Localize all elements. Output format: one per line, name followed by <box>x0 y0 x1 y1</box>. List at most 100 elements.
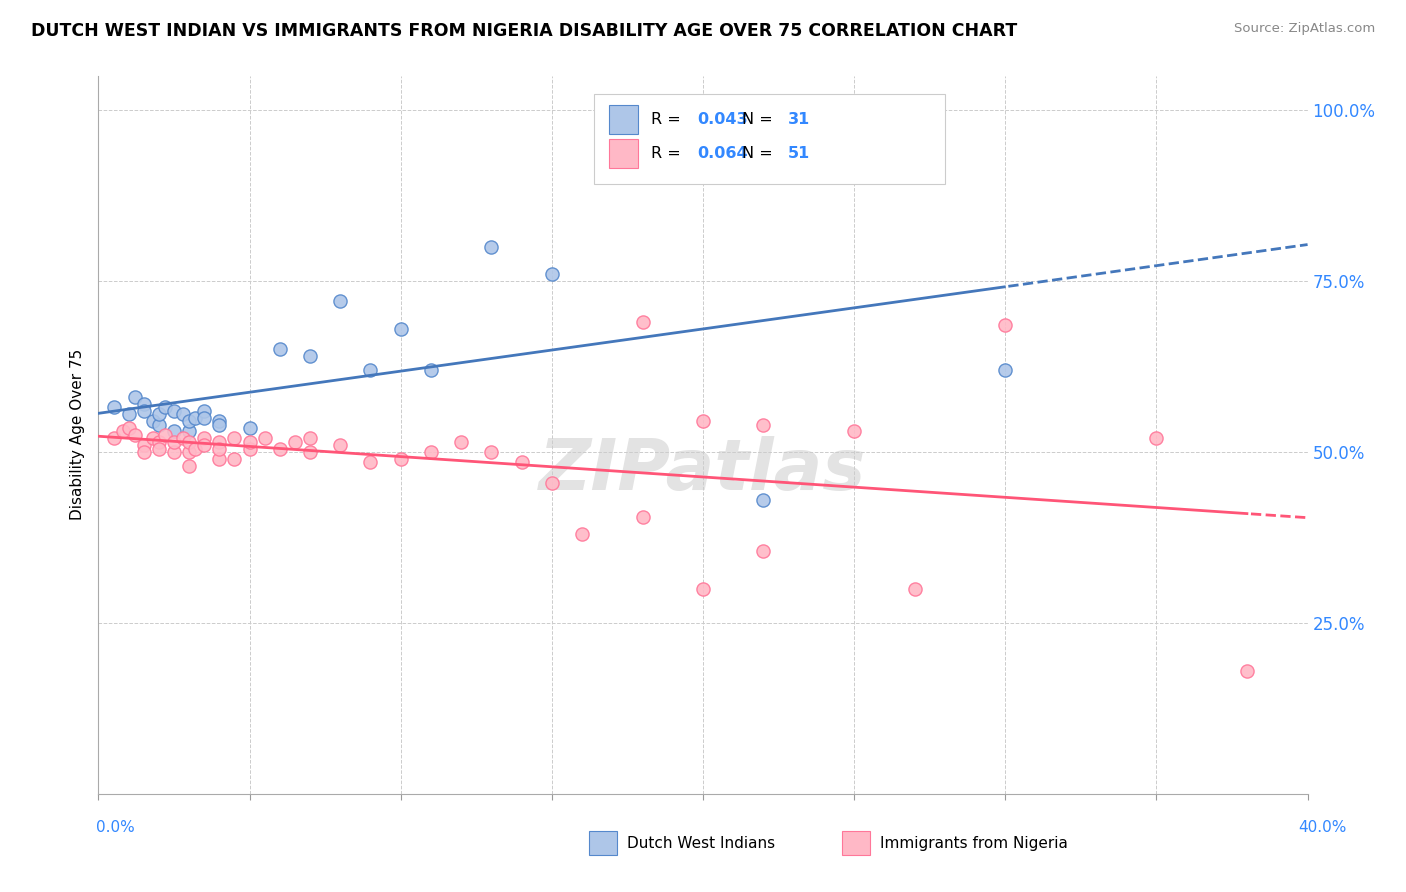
Point <box>239 442 262 456</box>
Point <box>692 414 714 428</box>
Point <box>132 445 155 459</box>
Point <box>994 363 1017 377</box>
Point <box>148 417 170 432</box>
Point <box>172 431 194 445</box>
Point <box>269 442 291 456</box>
Point <box>111 425 134 439</box>
Point <box>103 401 125 415</box>
Point <box>510 455 533 469</box>
Point <box>103 431 125 445</box>
Point <box>153 401 176 415</box>
Text: ZIPatlas: ZIPatlas <box>540 436 866 505</box>
Point <box>142 431 165 445</box>
Text: 0.064: 0.064 <box>697 146 748 161</box>
Point <box>163 445 186 459</box>
Point <box>148 407 170 421</box>
Point <box>299 349 322 363</box>
Point <box>208 414 231 428</box>
Point <box>692 582 714 596</box>
Point <box>179 414 201 428</box>
Point <box>1236 664 1258 678</box>
Point <box>329 438 352 452</box>
Point <box>179 425 201 439</box>
Text: R =: R = <box>651 146 681 161</box>
Point <box>163 404 186 418</box>
Point <box>184 410 207 425</box>
Point <box>284 434 307 449</box>
Point <box>142 414 165 428</box>
Point <box>631 510 654 524</box>
Point <box>481 240 503 254</box>
Point <box>208 442 231 456</box>
Point <box>389 322 412 336</box>
Point <box>132 397 155 411</box>
Text: R =: R = <box>651 112 681 128</box>
Point <box>208 451 231 466</box>
Point <box>752 544 775 558</box>
Point <box>571 527 593 541</box>
Point <box>253 431 276 445</box>
Point <box>994 318 1017 333</box>
Text: 31: 31 <box>787 112 810 128</box>
Point <box>179 445 201 459</box>
Point <box>420 363 443 377</box>
Y-axis label: Disability Age Over 75: Disability Age Over 75 <box>70 350 86 520</box>
Text: Dutch West Indians: Dutch West Indians <box>627 836 775 851</box>
Point <box>844 425 866 439</box>
Point <box>239 434 262 449</box>
Point <box>179 458 201 473</box>
Point <box>163 425 186 439</box>
FancyBboxPatch shape <box>595 94 945 184</box>
Text: 51: 51 <box>787 146 810 161</box>
Point <box>389 451 412 466</box>
Point <box>184 442 207 456</box>
Point <box>163 434 186 449</box>
Point <box>132 438 155 452</box>
Point <box>124 427 146 442</box>
FancyBboxPatch shape <box>609 139 638 168</box>
Text: Source: ZipAtlas.com: Source: ZipAtlas.com <box>1234 22 1375 36</box>
Text: N =: N = <box>742 112 772 128</box>
Point <box>118 407 141 421</box>
Point <box>193 438 215 452</box>
Text: N =: N = <box>742 146 772 161</box>
Point <box>224 451 246 466</box>
Point <box>481 445 503 459</box>
FancyBboxPatch shape <box>609 105 638 134</box>
Text: 40.0%: 40.0% <box>1299 821 1347 835</box>
Text: DUTCH WEST INDIAN VS IMMIGRANTS FROM NIGERIA DISABILITY AGE OVER 75 CORRELATION : DUTCH WEST INDIAN VS IMMIGRANTS FROM NIG… <box>31 22 1017 40</box>
Point <box>208 434 231 449</box>
Point <box>193 410 215 425</box>
Point <box>132 404 155 418</box>
Point <box>752 417 775 432</box>
Point <box>299 431 322 445</box>
Point <box>193 404 215 418</box>
Point <box>360 363 382 377</box>
Text: Immigrants from Nigeria: Immigrants from Nigeria <box>880 836 1069 851</box>
Text: 0.0%: 0.0% <box>96 821 135 835</box>
Text: 0.043: 0.043 <box>697 112 748 128</box>
Point <box>224 431 246 445</box>
Point <box>904 582 927 596</box>
Point <box>752 492 775 507</box>
Point <box>540 267 562 281</box>
Point <box>420 445 443 459</box>
Point <box>153 427 176 442</box>
Point <box>124 390 146 404</box>
Point <box>450 434 472 449</box>
Point <box>172 407 194 421</box>
Point <box>1144 431 1167 445</box>
Point <box>329 294 352 309</box>
Point <box>360 455 382 469</box>
Point <box>299 445 322 459</box>
Point <box>540 475 562 490</box>
Point <box>631 315 654 329</box>
Point <box>179 434 201 449</box>
Point <box>193 431 215 445</box>
Point <box>118 421 141 435</box>
Point <box>269 343 291 357</box>
Point <box>148 434 170 449</box>
Point <box>239 421 262 435</box>
Point <box>208 417 231 432</box>
Point <box>148 442 170 456</box>
